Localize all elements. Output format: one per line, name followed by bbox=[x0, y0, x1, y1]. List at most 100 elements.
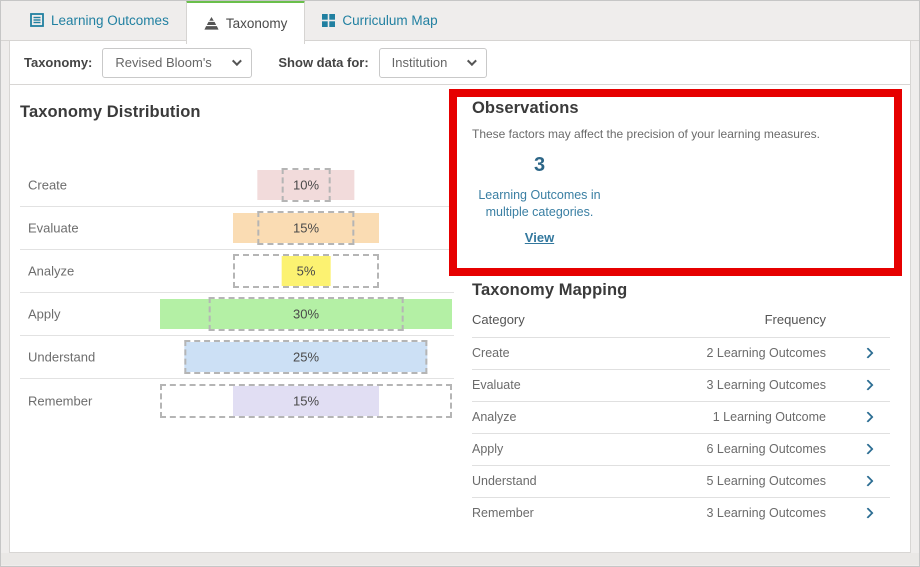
mapping-frequency: 3 Learning Outcomes bbox=[706, 378, 826, 393]
mapping-category: Create bbox=[472, 346, 510, 361]
chevron-right-icon bbox=[862, 347, 874, 359]
list-icon bbox=[30, 13, 44, 27]
mapping-category: Remember bbox=[472, 506, 534, 521]
mapping-title: Taxonomy Mapping bbox=[472, 280, 628, 299]
chart-row-create: Create 10% bbox=[20, 164, 454, 207]
bar-zone: 15% bbox=[160, 207, 452, 249]
mapping-category: Understand bbox=[472, 474, 537, 489]
chevron-right-icon bbox=[862, 379, 874, 391]
mapping-row-remember[interactable]: Remember 3 Learning Outcomes bbox=[472, 496, 890, 529]
row-detail-button[interactable] bbox=[826, 507, 890, 519]
chart-title: Taxonomy Distribution bbox=[20, 103, 201, 121]
actual-bar bbox=[233, 213, 379, 243]
bar-value-label: 10% bbox=[292, 177, 320, 193]
expected-range-box bbox=[208, 297, 404, 331]
chevron-right-icon bbox=[862, 507, 874, 519]
mapping-row-apply[interactable]: Apply 6 Learning Outcomes bbox=[472, 432, 890, 465]
chart-row-evaluate: Evaluate 15% bbox=[20, 207, 454, 250]
expected-range-box bbox=[281, 168, 331, 202]
chevron-right-icon bbox=[862, 411, 874, 423]
bar-value-label: 25% bbox=[292, 349, 320, 365]
mapping-frequency: 3 Learning Outcomes bbox=[706, 506, 826, 521]
taxonomy-filter-label: Taxonomy: bbox=[24, 55, 93, 70]
bar-zone: 10% bbox=[160, 164, 452, 206]
row-detail-button[interactable] bbox=[826, 475, 890, 487]
mapping-frequency: 5 Learning Outcomes bbox=[706, 474, 826, 489]
mapping-row-create[interactable]: Create 2 Learning Outcomes bbox=[472, 336, 890, 369]
expected-range-box bbox=[184, 340, 428, 374]
tab-bar: Learning Outcomes Taxonomy Curriculum Ma… bbox=[1, 1, 919, 44]
chevron-down-icon bbox=[232, 56, 243, 67]
mapping-frequency: 1 Learning Outcome bbox=[712, 410, 826, 425]
mapping-table-header: Category Frequency bbox=[472, 300, 890, 337]
chevron-right-icon bbox=[862, 443, 874, 455]
mapping-category: Analyze bbox=[472, 410, 517, 425]
taxonomy-select-value: Revised Bloom's bbox=[115, 55, 212, 70]
bar-value-label: 15% bbox=[292, 220, 320, 236]
tab-label: Taxonomy bbox=[225, 16, 288, 31]
chevron-right-icon bbox=[862, 475, 874, 487]
bar-zone: 25% bbox=[160, 336, 452, 378]
expected-range-box bbox=[160, 383, 452, 418]
category-label: Analyze bbox=[28, 263, 75, 279]
observations-description: These factors may affect the precision o… bbox=[472, 127, 820, 141]
taxonomy-select[interactable]: Revised Bloom's bbox=[102, 47, 253, 78]
bar-zone: 30% bbox=[160, 293, 452, 335]
row-detail-button[interactable] bbox=[826, 347, 890, 359]
category-column-header: Category bbox=[472, 311, 525, 327]
mapping-frequency: 2 Learning Outcomes bbox=[706, 346, 826, 361]
tab-learning-outcomes[interactable]: Learning Outcomes bbox=[13, 1, 186, 40]
view-link[interactable]: View bbox=[524, 229, 555, 245]
tab-label: Learning Outcomes bbox=[51, 12, 169, 28]
pyramid-icon bbox=[204, 17, 219, 30]
row-detail-button[interactable] bbox=[826, 443, 890, 455]
show-data-filter-label: Show data for: bbox=[278, 55, 369, 70]
row-detail-button[interactable] bbox=[826, 379, 890, 391]
tab-label: Curriculum Map bbox=[342, 12, 438, 28]
actual-bar bbox=[257, 170, 355, 200]
chevron-down-icon bbox=[466, 56, 477, 67]
mapping-row-understand[interactable]: Understand 5 Learning Outcomes bbox=[472, 464, 890, 497]
category-label: Create bbox=[28, 177, 68, 193]
category-label: Evaluate bbox=[28, 220, 79, 236]
taxonomy-distribution-panel: Taxonomy Distribution Create 10% Evaluate 1… bbox=[10, 85, 462, 552]
right-column: Observations These factors may affect th… bbox=[462, 85, 910, 552]
mapping-table-body: Create 2 Learning Outcomes Evaluate 3 Learn… bbox=[472, 336, 890, 529]
main-content: Taxonomy Distribution Create 10% Evaluate 1… bbox=[9, 85, 911, 553]
category-label: Remember bbox=[28, 393, 93, 408]
observations-title: Observations bbox=[472, 99, 579, 117]
actual-bar bbox=[184, 342, 428, 372]
observations-panel: Observations These factors may affect th… bbox=[472, 99, 890, 247]
show-data-select[interactable]: Institution bbox=[378, 47, 487, 78]
frequency-column-header: Frequency bbox=[764, 311, 826, 327]
mapping-row-evaluate[interactable]: Evaluate 3 Learning Outcomes bbox=[472, 368, 890, 401]
bar-value-label: 15% bbox=[292, 393, 320, 408]
actual-bar bbox=[281, 256, 331, 286]
observations-stat: 3 Learning Outcomes in multiple categori… bbox=[472, 154, 607, 247]
mapping-row-analyze[interactable]: Analyze 1 Learning Outcome bbox=[472, 400, 890, 433]
mapping-category: Evaluate bbox=[472, 378, 521, 393]
taxonomy-distribution-chart: Create 10% Evaluate 15% Analyze 5% Apply 30% Und… bbox=[10, 164, 462, 422]
chart-row-understand: Understand 25% bbox=[20, 336, 454, 379]
expected-range-box bbox=[257, 211, 355, 245]
filter-bar: Taxonomy: Revised Bloom's Show data for:… bbox=[9, 41, 911, 85]
bar-value-label: 30% bbox=[292, 306, 320, 322]
actual-bar bbox=[160, 299, 452, 329]
bar-zone: 15% bbox=[160, 379, 452, 422]
bar-value-label: 5% bbox=[296, 263, 316, 279]
actual-bar bbox=[233, 385, 379, 416]
row-detail-button[interactable] bbox=[826, 411, 890, 423]
mapping-frequency: 6 Learning Outcomes bbox=[706, 442, 826, 457]
show-data-select-value: Institution bbox=[391, 55, 448, 70]
observations-count-label: Learning Outcomes in multiple categories… bbox=[478, 188, 601, 219]
tab-taxonomy[interactable]: Taxonomy bbox=[185, 1, 306, 44]
chart-row-analyze: Analyze 5% bbox=[20, 250, 454, 293]
taxonomy-mapping-panel: Taxonomy Mapping Category Frequency Crea… bbox=[472, 281, 890, 529]
grid-icon bbox=[322, 13, 336, 27]
category-label: Apply bbox=[28, 306, 61, 322]
expected-range-box bbox=[233, 254, 379, 288]
category-label: Understand bbox=[28, 349, 96, 365]
mapping-category: Apply bbox=[472, 442, 504, 457]
tab-curriculum-map[interactable]: Curriculum Map bbox=[305, 1, 454, 40]
